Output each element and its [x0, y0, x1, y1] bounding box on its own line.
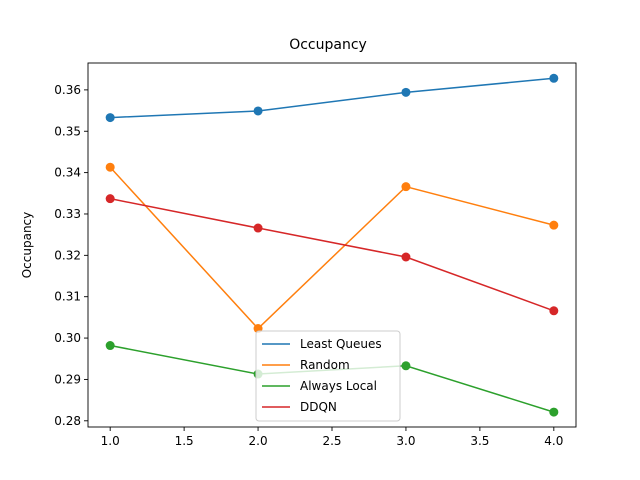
series-line-least-queues	[110, 77, 554, 119]
y-axis-label: Occupancy	[20, 212, 34, 279]
data-point-random	[401, 182, 411, 192]
legend-label-ddqn: DDQN	[300, 400, 337, 414]
x-tick-label: 3.0	[396, 434, 415, 448]
data-point-least-queues	[253, 106, 263, 116]
data-point-random	[549, 220, 559, 230]
data-point-ddqn	[105, 194, 115, 204]
y-tick-label: 0.34	[54, 166, 81, 180]
y-tick-label: 0.33	[54, 207, 81, 221]
data-point-ddqn	[401, 252, 411, 262]
chart-title: Occupancy	[289, 37, 367, 53]
x-tick-label: 1.5	[175, 434, 194, 448]
x-tick-label: 4.0	[544, 434, 563, 448]
x-tick-label: 1.0	[101, 434, 120, 448]
data-point-always-local	[401, 361, 411, 371]
legend-box	[255, 330, 401, 422]
series-line-random	[109, 166, 555, 330]
x-tick-label: 2.0	[249, 434, 268, 448]
x-tick-label: 2.5	[322, 434, 341, 448]
data-point-least-queues	[401, 87, 411, 97]
legend-label-least-queues: Least Queues	[300, 337, 382, 351]
legend-label-random: Random	[300, 358, 350, 372]
data-point-ddqn	[549, 306, 559, 316]
legend-label-always-local: Always Local	[300, 379, 377, 393]
data-point-ddqn	[253, 223, 263, 233]
plot-area	[105, 73, 559, 417]
series-line-ddqn	[110, 197, 555, 312]
y-tick-label: 0.28	[54, 414, 81, 428]
data-point-always-local	[105, 341, 115, 351]
y-tick-label: 0.32	[54, 248, 81, 262]
y-tick-label: 0.35	[54, 124, 81, 138]
y-tick-label: 0.36	[54, 83, 81, 97]
data-point-always-local	[549, 407, 559, 417]
x-tick-label: 3.5	[470, 434, 489, 448]
data-point-random	[105, 162, 115, 172]
y-tick-label: 0.30	[54, 331, 81, 345]
axes: 1.0 1.5 2.0 2.5 3.0 3.5 4.0 0.28 0.29 0.30 0.31 0.3…	[54, 62, 577, 448]
data-point-least-queues	[549, 73, 559, 83]
data-point-least-queues	[105, 113, 115, 123]
y-tick-label: 0.31	[54, 290, 81, 304]
y-tick-label: 0.29	[54, 372, 81, 386]
legend: Least Queues Random Always Local DDQN	[255, 330, 401, 422]
